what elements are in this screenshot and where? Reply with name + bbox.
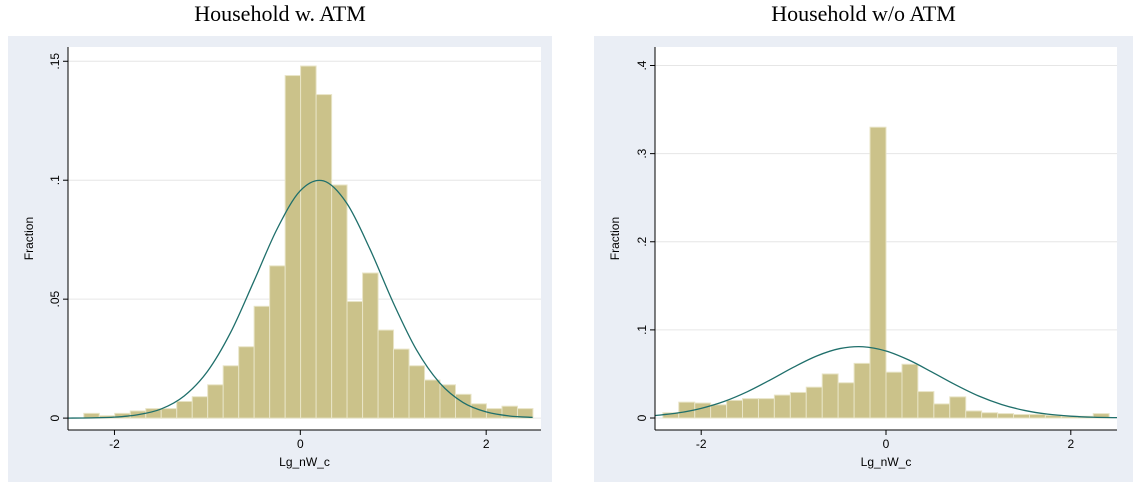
histogram-bar — [238, 346, 255, 419]
x-tick-label: 0 — [883, 437, 890, 451]
histogram-bar — [694, 402, 712, 419]
histogram-bar — [253, 305, 271, 419]
histogram-bar — [408, 365, 426, 419]
x-tick-label: 2 — [1067, 437, 1074, 451]
histogram-bar — [207, 384, 224, 419]
histogram-bar — [439, 384, 457, 419]
histogram-bar — [757, 398, 775, 419]
histogram-bar — [315, 94, 333, 419]
histogram-bar — [160, 408, 178, 419]
histogram-bar — [869, 126, 887, 419]
histogram-bar — [300, 65, 317, 419]
histogram-bar — [331, 184, 348, 419]
x-axis-label: Lg_nW_c — [279, 455, 330, 469]
y-tick-label: .1 — [635, 325, 649, 335]
chart-title: Household w/o ATM — [771, 1, 956, 26]
histogram-bar — [917, 391, 935, 419]
histogram-bar — [981, 412, 999, 419]
histogram-bar — [1013, 413, 1030, 419]
y-tick-label: .4 — [635, 60, 649, 70]
histogram-bar — [191, 396, 209, 419]
histogram-bar — [901, 363, 919, 419]
histogram-bar — [949, 396, 967, 419]
x-tick-label: -2 — [696, 437, 707, 451]
chart-title: Household w. ATM — [194, 1, 366, 26]
histogram-bar — [726, 399, 744, 419]
density-curve — [654, 345, 1118, 419]
histogram-bar — [933, 403, 951, 419]
histogram-bar — [176, 400, 193, 419]
histogram-bar — [284, 75, 302, 419]
histogram-bar — [424, 379, 441, 419]
x-axis-label: Lg_nW_c — [861, 455, 912, 469]
histogram-bar — [789, 391, 807, 419]
y-tick-label: .2 — [635, 236, 649, 246]
x-tick-label: 0 — [297, 437, 304, 451]
histogram-bar — [1028, 413, 1046, 419]
histogram-bar — [516, 408, 534, 419]
histogram-bar — [269, 265, 286, 419]
histogram-bar — [742, 398, 759, 419]
histogram-bar — [805, 386, 823, 419]
x-tick-label: -2 — [109, 437, 120, 451]
histogram-bar — [362, 272, 379, 419]
histogram-bar — [393, 348, 410, 419]
histogram-bar — [377, 329, 395, 419]
histogram-bar — [853, 362, 871, 419]
histogram-bar — [222, 365, 240, 419]
histogram-bar — [346, 301, 364, 419]
y-tick-label: 0 — [48, 414, 62, 421]
histogram-bar — [821, 373, 839, 419]
histogram-bar — [773, 394, 791, 419]
density-curve — [67, 179, 533, 419]
histogram-bar — [965, 410, 983, 419]
y-axis-label: Fraction — [22, 217, 36, 260]
histogram-bar — [997, 413, 1015, 419]
histogram-bar — [710, 404, 728, 419]
y-tick-label: .1 — [48, 175, 62, 185]
y-tick-label: 0 — [635, 414, 649, 421]
histogram-bar — [837, 382, 855, 419]
y-tick-label: .05 — [48, 290, 62, 307]
histogram-bar — [885, 371, 903, 419]
x-tick-label: 2 — [483, 437, 490, 451]
y-tick-label: .3 — [635, 148, 649, 158]
y-tick-label: .15 — [48, 53, 62, 70]
y-axis-label: Fraction — [608, 217, 622, 260]
